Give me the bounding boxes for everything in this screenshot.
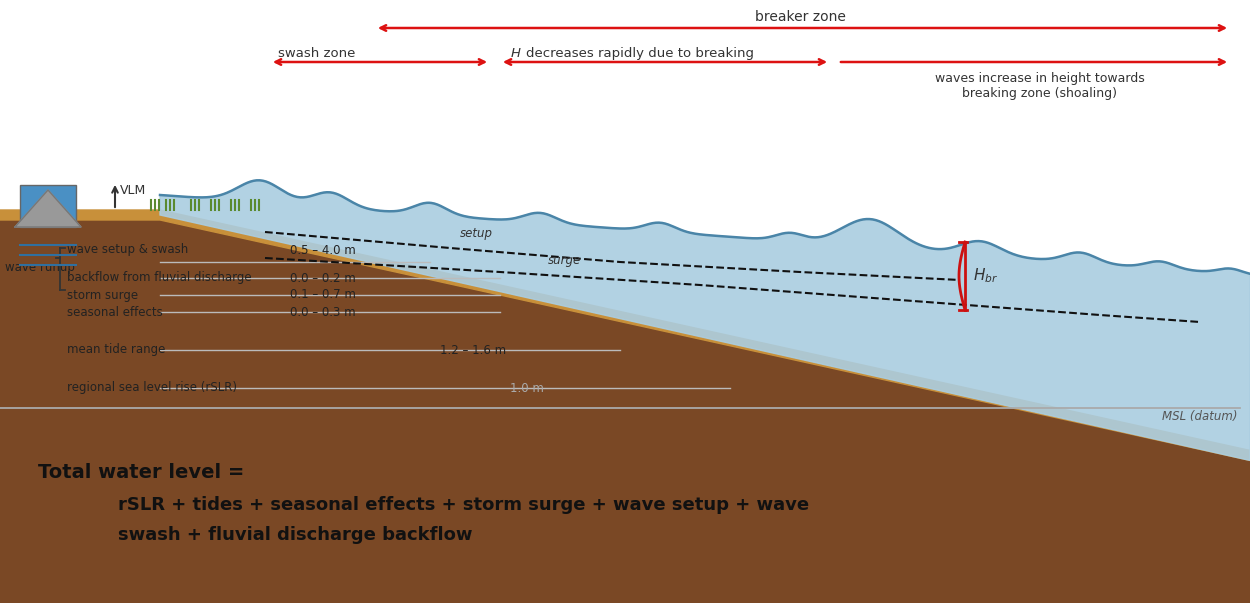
Polygon shape bbox=[0, 210, 1250, 460]
Text: waves increase in height towards
breaking zone (shoaling): waves increase in height towards breakin… bbox=[935, 72, 1145, 100]
Text: $H_{br}$: $H_{br}$ bbox=[972, 267, 999, 285]
Text: decreases rapidly due to breaking: decreases rapidly due to breaking bbox=[526, 47, 754, 60]
Text: 0.1 – 0.7 m: 0.1 – 0.7 m bbox=[290, 288, 356, 302]
Text: swash + fluvial discharge backflow: swash + fluvial discharge backflow bbox=[118, 526, 473, 544]
Text: swash zone: swash zone bbox=[278, 47, 355, 60]
Text: 1.0 m: 1.0 m bbox=[510, 382, 544, 394]
Text: 0.0 – 0.3 m: 0.0 – 0.3 m bbox=[290, 306, 356, 318]
Polygon shape bbox=[0, 215, 1250, 603]
Polygon shape bbox=[160, 180, 1250, 461]
Text: seasonal effects: seasonal effects bbox=[68, 306, 162, 318]
Text: mean tide range: mean tide range bbox=[68, 344, 165, 356]
Text: setup: setup bbox=[460, 227, 492, 240]
Bar bbox=[20, 185, 76, 227]
Text: 0.0 – 0.2 m: 0.0 – 0.2 m bbox=[290, 271, 356, 285]
Text: surge: surge bbox=[548, 254, 581, 267]
Text: wave setup & swash: wave setup & swash bbox=[68, 244, 189, 256]
Text: VLM: VLM bbox=[120, 183, 146, 197]
Text: regional sea level rise (rSLR): regional sea level rise (rSLR) bbox=[68, 382, 238, 394]
Text: breaker zone: breaker zone bbox=[755, 10, 845, 24]
Text: rSLR + tides + seasonal effects + storm surge + wave setup + wave: rSLR + tides + seasonal effects + storm … bbox=[118, 496, 809, 514]
Text: wave runup: wave runup bbox=[5, 262, 75, 274]
Text: 0.5 – 4.0 m: 0.5 – 4.0 m bbox=[290, 244, 356, 256]
Text: storm surge: storm surge bbox=[68, 288, 138, 302]
Text: 1.2 – 1.6 m: 1.2 – 1.6 m bbox=[440, 344, 506, 356]
Polygon shape bbox=[15, 190, 81, 227]
Text: Total water level =: Total water level = bbox=[38, 463, 245, 482]
Text: MSL (datum): MSL (datum) bbox=[1162, 410, 1238, 423]
Text: backflow from fluvial discharge: backflow from fluvial discharge bbox=[68, 271, 251, 285]
Text: $H$: $H$ bbox=[510, 47, 521, 60]
